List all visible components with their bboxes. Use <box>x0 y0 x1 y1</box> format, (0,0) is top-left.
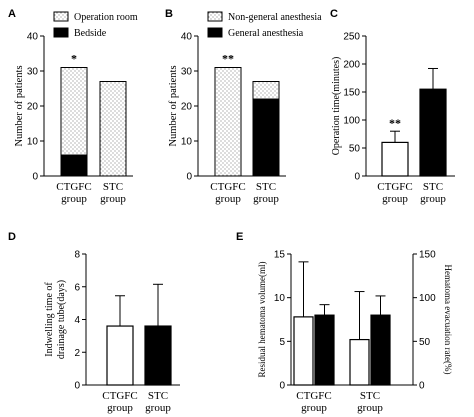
panel-a-y-tick-label: 40 <box>27 32 39 43</box>
panel-a-x-tick-label: CTGFC group <box>56 181 91 205</box>
panel-e-bar-volume-1 <box>293 316 314 386</box>
panel-b-y-tick-label: 40 <box>181 32 193 43</box>
panel-a-bar-operation-room-2 <box>99 81 127 177</box>
panel-e-right-y-tick-label: 0 <box>419 381 425 392</box>
panel-a-legend-item-1-label: Operation room <box>74 12 138 23</box>
panel-b-legend-item-1-swatch <box>207 11 223 22</box>
panel-c-y-tick-label: 150 <box>343 88 360 99</box>
panel-e-right-y-tick-label: 150 <box>419 250 436 261</box>
panel-b-x-tick-label: CTGFC group <box>210 181 245 205</box>
panel-c-bar-2 <box>419 88 447 177</box>
panel-a-y-tick-label: 0 <box>32 172 38 183</box>
panel-c-y-tick-label: 100 <box>343 116 360 127</box>
panel-e-bar-volume-2 <box>349 338 370 386</box>
panel-c-significance-mark: ** <box>389 116 401 130</box>
panel-d-y-tick-label: 4 <box>74 315 80 326</box>
panel-b-bar-non-general-anesthesia-1 <box>214 67 242 177</box>
panel-letter-c: C <box>330 8 338 20</box>
panel-d-y-tick-label: 2 <box>74 348 80 359</box>
panel-c-y-tick-label: 200 <box>343 60 360 71</box>
panel-e-bar-rate-1 <box>314 314 335 386</box>
panel-e-left-y-tick-label: 15 <box>274 250 286 261</box>
panel-letter-d: D <box>8 231 16 243</box>
panel-c-x-tick-label: STC group <box>420 181 446 205</box>
panel-b-bar-general-anesthesia-2 <box>252 98 280 177</box>
panel-b-y-tick-label: 20 <box>181 102 193 113</box>
panel-a-significance-mark: * <box>71 52 77 66</box>
panel-e-left-y-tick-label: 0 <box>279 381 285 392</box>
panel-b-x-tick-label: STC group <box>253 181 279 205</box>
panel-c-x-tick-label: CTGFC group <box>377 181 412 205</box>
panel-d-y-tick-label: 0 <box>74 381 80 392</box>
panel-b-significance-mark: ** <box>222 52 234 66</box>
panel-c-bar-1 <box>381 141 409 177</box>
panel-a-y-tick-label: 20 <box>27 102 39 113</box>
panel-a-bar-bedside-1 <box>60 154 88 177</box>
panel-a-legend-item-2-label: Bedside <box>74 28 107 39</box>
panel-d-x-tick-label: STC group <box>145 390 171 414</box>
panel-b-legend-item-2-swatch <box>207 27 223 38</box>
panel-e-x-tick-label: CTGFC group <box>296 390 331 414</box>
panel-letter-a: A <box>8 8 16 20</box>
panel-c-y-tick-label: 0 <box>354 172 360 183</box>
panel-a-legend-item-1-swatch <box>53 11 69 22</box>
panel-e-y-axis-title-right: Hematoma evacuation rate(%) <box>443 265 453 375</box>
panel-c-y-axis-title: Operation time(minutes) <box>331 57 342 156</box>
panel-a-legend-item-2-swatch <box>53 27 69 38</box>
panel-e-y-axis-title-left: Residual hematoma volume(ml) <box>257 262 267 378</box>
panel-d-x-tick-label: CTGFC group <box>102 390 137 414</box>
panel-b-legend-item-2-label: General anesthesia <box>228 28 304 39</box>
panel-e-right-y-tick-label: 100 <box>419 293 436 304</box>
panel-d-bar-2 <box>144 325 172 386</box>
panel-e-left-y-tick-label: 10 <box>274 293 286 304</box>
panel-a-y-tick-label: 30 <box>27 67 39 78</box>
panel-d-y-tick-label: 6 <box>74 282 80 293</box>
panel-b-legend-item-1-label: Non-general anesthesia <box>228 12 322 23</box>
panel-letter-e: E <box>236 231 243 243</box>
panel-e-left-y-tick-label: 5 <box>279 337 285 348</box>
panel-a-x-tick-label: STC group <box>100 181 126 205</box>
panel-c-y-tick-label: 50 <box>349 144 361 155</box>
panel-e-x-tick-label: STC group <box>357 390 383 414</box>
panel-e-right-y-tick-label: 50 <box>419 337 431 348</box>
panel-a-y-axis-title: Number of patients <box>14 65 25 146</box>
panel-d-bar-1 <box>106 325 134 386</box>
panel-e-bar-rate-2 <box>370 314 391 386</box>
panel-b-y-tick-label: 30 <box>181 67 193 78</box>
panel-d-y-axis-title: Indwelling time ofdrainage tube(days) <box>44 280 67 359</box>
panel-a-bar-operation-room-1 <box>60 67 88 156</box>
panel-a-y-tick-label: 10 <box>27 137 39 148</box>
panel-c-y-tick-label: 250 <box>343 32 360 43</box>
panel-b-y-tick-label: 0 <box>186 172 192 183</box>
panel-d-y-tick-label: 8 <box>74 250 80 261</box>
panel-letter-b: B <box>165 8 173 20</box>
panel-b-y-axis-title: Number of patients <box>168 65 179 146</box>
panel-b-bar-non-general-anesthesia-2 <box>252 81 280 100</box>
panel-b-y-tick-label: 10 <box>181 137 193 148</box>
